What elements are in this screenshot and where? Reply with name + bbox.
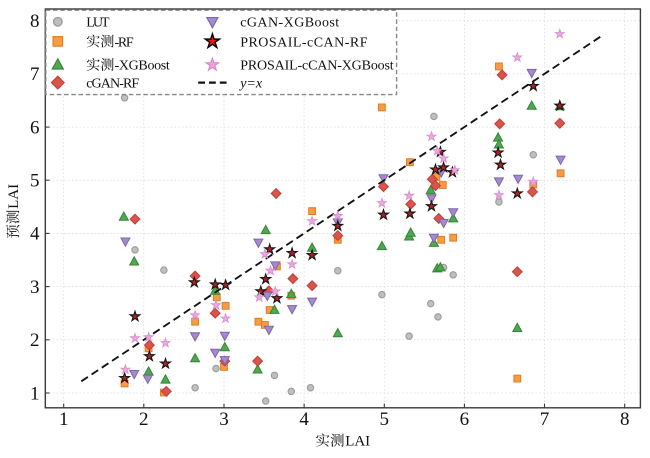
svg-text:y=x: y=x [238,77,263,92]
svg-text:4: 4 [299,409,309,430]
svg-text:4: 4 [30,224,40,245]
svg-text:7: 7 [540,409,550,430]
svg-text:-XGBoost: -XGBoost [115,59,170,74]
svg-text:5: 5 [380,409,390,430]
svg-text:2: 2 [30,330,40,351]
svg-text:LUT: LUT [86,16,110,31]
svg-text:8: 8 [620,409,630,430]
svg-text:5: 5 [30,171,40,192]
svg-text:-RF: -RF [115,35,134,50]
svg-text:3: 3 [30,277,40,298]
svg-text:LAI: LAI [345,434,370,450]
svg-text:cGAN-XGBoost: cGAN-XGBoost [240,16,339,31]
svg-text:1: 1 [59,409,69,430]
svg-text:LAI: LAI [6,184,22,209]
svg-text:7: 7 [30,64,40,85]
svg-text:6: 6 [460,409,470,430]
svg-text:cGAN-RF: cGAN-RF [86,77,139,92]
svg-text:8: 8 [30,11,40,32]
svg-text:PROSAIL-cCAN-XGBoost: PROSAIL-cCAN-XGBoost [240,59,394,74]
svg-text:PROSAIL-cCAN-RF: PROSAIL-cCAN-RF [240,35,368,50]
svg-text:6: 6 [30,117,40,138]
svg-text:1: 1 [30,383,40,404]
svg-text:3: 3 [219,409,229,430]
svg-text:2: 2 [139,409,149,430]
